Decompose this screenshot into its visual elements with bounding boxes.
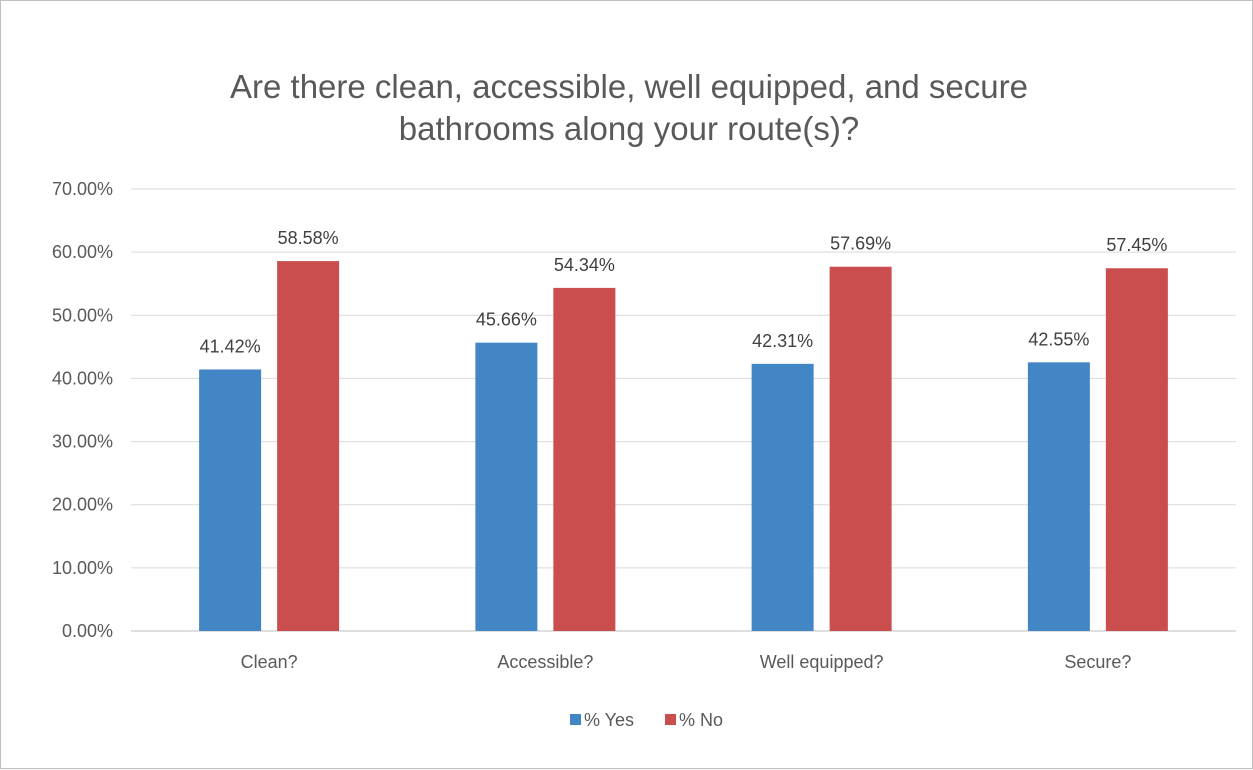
y-tick-label: 0.00%	[62, 621, 113, 641]
data-label: 57.45%	[1106, 235, 1167, 255]
category-label: Clean?	[241, 652, 298, 672]
chart-title-line-2: bathrooms along your route(s)?	[399, 110, 859, 147]
category-label: Accessible?	[497, 652, 593, 672]
legend-swatch	[570, 714, 581, 725]
data-label: 42.31%	[752, 331, 813, 351]
bar-yes	[1027, 362, 1090, 631]
y-tick-label: 70.00%	[52, 179, 113, 199]
y-axis-ticks: 0.00% 10.00% 20.00% 30.00% 40.00% 50.00% 60.00…	[52, 179, 113, 641]
y-tick-label: 50.00%	[52, 305, 113, 325]
data-labels: 41.42% 58.58% 45.66% 54.34% 42.31% 57.69% 42.5…	[200, 228, 1168, 356]
bar-yes	[751, 363, 814, 631]
legend: % Yes % No	[570, 710, 723, 730]
bars	[199, 261, 1168, 631]
bar-no	[829, 266, 892, 631]
y-tick-label: 30.00%	[52, 432, 113, 452]
legend-label: % No	[679, 710, 723, 730]
y-tick-label: 10.00%	[52, 558, 113, 578]
chart-title: Are there clean, accessible, well equipp…	[230, 68, 1028, 147]
category-label: Secure?	[1064, 652, 1131, 672]
data-label: 54.34%	[554, 255, 615, 275]
bar-no	[277, 261, 340, 631]
data-label: 42.55%	[1028, 329, 1089, 349]
y-tick-label: 40.00%	[52, 368, 113, 388]
legend-label: % Yes	[584, 710, 634, 730]
data-label: 41.42%	[200, 336, 261, 356]
data-label: 45.66%	[476, 310, 537, 330]
y-tick-label: 20.00%	[52, 495, 113, 515]
x-axis-categories: Clean? Accessible? Well equipped? Secure?	[241, 652, 1132, 672]
legend-swatch	[665, 714, 676, 725]
data-label: 57.69%	[830, 234, 891, 254]
chart-title-line-1: Are there clean, accessible, well equipp…	[230, 68, 1028, 105]
bar-yes	[475, 342, 538, 631]
data-label: 58.58%	[278, 228, 339, 248]
y-tick-label: 60.00%	[52, 242, 113, 262]
bar-no	[1105, 268, 1168, 631]
bar-no	[553, 287, 616, 631]
category-label: Well equipped?	[760, 652, 884, 672]
bar-yes	[199, 369, 262, 631]
